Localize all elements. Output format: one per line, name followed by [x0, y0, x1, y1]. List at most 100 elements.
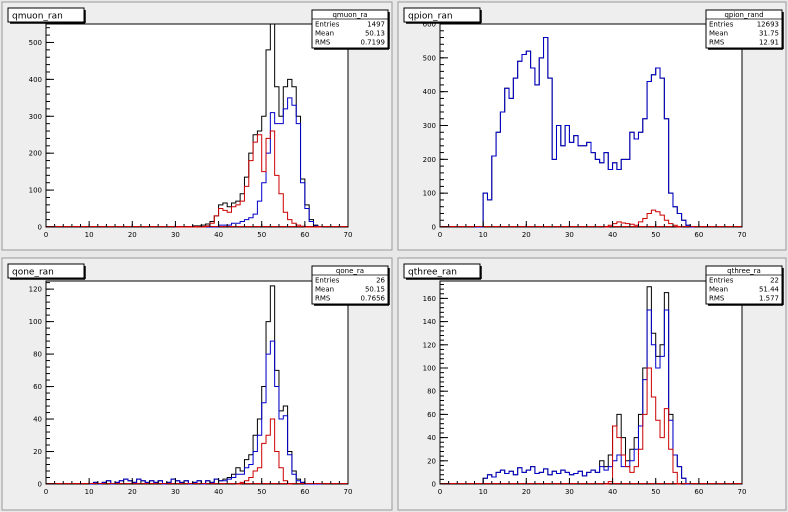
y-tick-label: 60 [33, 383, 42, 391]
stats-label: RMS [709, 39, 725, 47]
x-tick-label: 60 [694, 231, 703, 239]
stats-label: Mean [315, 30, 334, 38]
histogram-blue [482, 309, 691, 485]
stats-label: Mean [709, 30, 728, 38]
stats-value: 50.15 [365, 286, 385, 294]
y-tick-label: 120 [29, 286, 42, 294]
stats-name: qone_ra [336, 267, 364, 275]
x-tick-label: 20 [128, 488, 137, 496]
stats-value: 0.7656 [361, 295, 386, 303]
x-tick-label: 40 [214, 231, 223, 239]
y-tick-label: 40 [33, 416, 42, 424]
chart-2: 0 10 20 30 40 50 60 700100200300400500600qpion_… [397, 1, 787, 251]
x-tick-label: 70 [344, 231, 353, 239]
stats-value: 1.577 [759, 295, 779, 303]
stats-label: RMS [315, 295, 331, 303]
chart-title: qone_ran [12, 268, 54, 278]
x-tick-label: 60 [694, 488, 703, 496]
x-tick-label: 10 [479, 488, 488, 496]
stats-value: 22 [770, 277, 779, 285]
plot-frame [439, 23, 743, 228]
y-tick-label: 160 [423, 295, 436, 303]
x-tick-label: 60 [300, 231, 309, 239]
x-tick-label: 20 [128, 231, 137, 239]
stats-name: qmuon_ra [332, 11, 367, 19]
title-box [7, 7, 85, 23]
stats-value: 12.91 [759, 39, 779, 47]
stats-label: RMS [315, 39, 331, 47]
y-tick-label: 0 [38, 224, 42, 232]
stats-value: 26 [376, 277, 385, 285]
x-tick-label: 30 [171, 231, 180, 239]
y-tick-label: 0 [38, 481, 42, 489]
stats-value: 12693 [757, 21, 779, 29]
x-tick-label: 10 [479, 231, 488, 239]
x-tick-label: 30 [565, 488, 574, 496]
stats-name: qpion_rand [724, 11, 763, 19]
y-tick-label: 500 [29, 39, 42, 47]
y-tick-label: 200 [29, 150, 42, 158]
chart-title: qmuon_ran [12, 12, 63, 22]
plot-frame [45, 23, 349, 228]
histogram-blue [474, 37, 695, 228]
stats-label: Entries [709, 21, 734, 29]
x-tick-label: 40 [608, 231, 617, 239]
y-tick-label: 120 [423, 341, 436, 349]
chart-4: 0 10 20 30 40 50 60 70 0 20 40 60 80 100 120 140 160 qthr… [397, 257, 787, 511]
y-tick-label: 40 [427, 434, 436, 442]
x-tick-label: 70 [344, 488, 353, 496]
y-tick-label: 140 [423, 318, 436, 326]
x-tick-label: 50 [651, 488, 660, 496]
stats-label: Mean [315, 286, 334, 294]
x-tick-label: 20 [522, 488, 531, 496]
y-tick-label: 60 [427, 411, 436, 419]
y-tick-label: 500 [423, 54, 436, 62]
title-box [403, 7, 481, 23]
chart-title: qpion_ran [408, 12, 453, 22]
title-box [7, 263, 85, 279]
histogram-red [603, 367, 682, 485]
stats-label: Mean [709, 286, 728, 294]
y-tick-label: 100 [423, 365, 436, 373]
stats-value: 0.7199 [361, 39, 386, 47]
y-tick-label: 0 [432, 481, 436, 489]
x-tick-label: 70 [738, 488, 747, 496]
x-tick-label: 40 [608, 488, 617, 496]
title-box [403, 263, 481, 279]
y-tick-label: 80 [33, 351, 42, 359]
stats-box [311, 265, 389, 305]
y-tick-label: 200 [423, 156, 436, 164]
x-tick-label: 10 [85, 488, 94, 496]
stats-label: Entries [315, 21, 340, 29]
chart-title: qthree_ran [408, 268, 457, 278]
y-tick-label: 600 [423, 21, 436, 29]
x-tick-label: 0 [44, 488, 48, 496]
y-tick-label: 300 [423, 122, 436, 130]
histogram-red [603, 209, 682, 228]
y-tick-label: 0 [432, 224, 436, 232]
x-tick-label: 0 [438, 488, 442, 496]
stats-box [311, 9, 389, 49]
histogram-blue [89, 340, 323, 485]
x-tick-label: 10 [85, 231, 94, 239]
stats-value: 51.44 [759, 286, 780, 294]
x-tick-label: 0 [438, 231, 442, 239]
x-tick-label: 20 [522, 231, 531, 239]
stats-box [705, 265, 783, 305]
stats-value: 50.13 [365, 30, 385, 38]
x-tick-label: 60 [300, 488, 309, 496]
chart-1: 0 10 20 30 40 50 60 70 0 100 200 300 400 500 qmuon_ran… [1, 1, 393, 251]
y-tick-label: 400 [29, 76, 42, 84]
stats-label: RMS [709, 295, 725, 303]
histogram-red [235, 418, 292, 485]
x-tick-label: 40 [214, 488, 223, 496]
plot-frame [439, 280, 743, 485]
y-tick-label: 100 [29, 187, 42, 195]
y-tick-label: 300 [29, 113, 42, 121]
x-tick-label: 30 [565, 231, 574, 239]
stats-name: qthree_ra [727, 267, 761, 275]
y-tick-label: 20 [33, 448, 42, 456]
y-tick-label: 100 [29, 318, 42, 326]
y-tick-label: 80 [427, 388, 436, 396]
